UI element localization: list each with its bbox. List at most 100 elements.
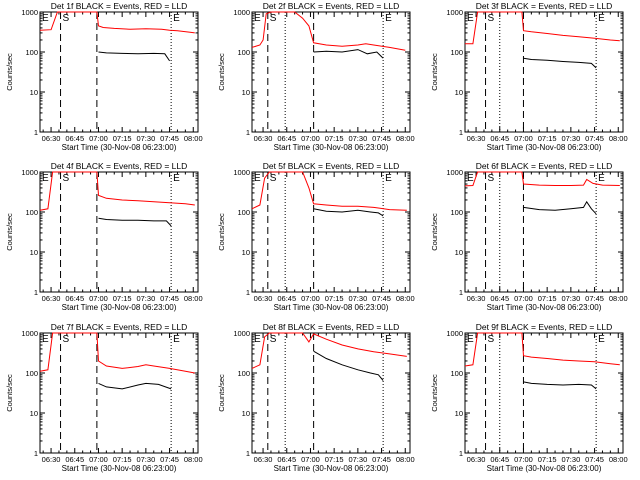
x-tick-label: 07:00 — [514, 294, 533, 303]
y-tick-label: 100 — [25, 369, 38, 378]
time-marker-label: E — [598, 13, 605, 24]
x-tick-label: 06:45 — [65, 455, 84, 464]
x-axis-label: Start Time (30-Nov-08 06:23:00) — [487, 464, 602, 473]
y-tick-label: 1 — [246, 449, 250, 458]
time-marker-label: E — [385, 334, 392, 345]
y-tick-label: 1 — [459, 449, 463, 458]
plot-frame — [39, 332, 199, 454]
x-tick-label: 07:45 — [372, 134, 391, 143]
x-tick-label: 06:45 — [277, 294, 296, 303]
x-tick-label: 08:00 — [396, 455, 415, 464]
x-tick-label: 08:00 — [609, 294, 628, 303]
time-marker-label: S — [63, 173, 70, 184]
events-series-line — [98, 382, 172, 390]
y-tick-label: 100 — [237, 208, 250, 217]
time-marker-label: S — [63, 13, 70, 24]
chart-title: Det 6f BLACK = Events, RED = LLD — [476, 161, 613, 171]
plot-frame — [39, 171, 199, 293]
y-axis-label: Counts/sec — [217, 213, 226, 251]
x-tick-label: 06:30 — [42, 455, 61, 464]
time-marker-label: E — [254, 13, 261, 24]
y-tick-label: 1 — [246, 288, 250, 297]
y-tick-label: 10 — [455, 88, 463, 97]
x-tick-label: 06:30 — [42, 294, 61, 303]
y-tick-label: 1 — [34, 449, 38, 458]
chart-title: Det 4f BLACK = Events, RED = LLD — [51, 161, 188, 171]
x-tick-label: 07:45 — [585, 134, 604, 143]
plot-frame — [251, 332, 411, 454]
chart-panel-2: Det 2f BLACK = Events, RED = LLD 1 10 100 10… — [217, 1, 415, 152]
events-series-line — [313, 49, 384, 59]
time-marker-label: E — [467, 13, 474, 24]
y-axis-label: Counts/sec — [217, 53, 226, 91]
y-tick-label: 10 — [30, 88, 38, 97]
x-tick-label: 07:30 — [561, 134, 580, 143]
x-tick-label: 06:30 — [467, 294, 486, 303]
x-tick-label: 07:00 — [301, 134, 320, 143]
x-tick-label: 07:30 — [348, 294, 367, 303]
x-tick-label: 08:00 — [184, 455, 203, 464]
x-tick-label: 07:45 — [160, 134, 179, 143]
x-tick-label: 07:45 — [372, 455, 391, 464]
x-axis-label: Start Time (30-Nov-08 06:23:00) — [62, 143, 177, 152]
events-series-line — [523, 200, 597, 215]
x-tick-label: 07:15 — [113, 134, 132, 143]
chart-panel-4: Det 4f BLACK = Events, RED = LLD 1 10 100 10… — [5, 161, 203, 312]
x-tick-label: 07:30 — [136, 455, 155, 464]
y-tick-label: 100 — [237, 48, 250, 57]
x-tick-label: 07:30 — [561, 294, 580, 303]
x-tick-label: 07:15 — [113, 455, 132, 464]
x-tick-label: 08:00 — [184, 134, 203, 143]
x-tick-label: 06:30 — [254, 455, 273, 464]
y-tick-label: 1000 — [233, 329, 250, 338]
x-tick-label: 07:00 — [89, 134, 108, 143]
chart-title: Det 1f BLACK = Events, RED = LLD — [51, 1, 188, 11]
y-tick-label: 1000 — [21, 168, 38, 177]
time-marker-label: E — [42, 173, 49, 184]
lld-series-line — [251, 11, 406, 51]
y-tick-label: 10 — [30, 248, 38, 257]
time-marker-label: E — [173, 334, 180, 345]
lld-series-line — [251, 332, 407, 369]
x-tick-label: 07:45 — [160, 455, 179, 464]
x-tick-label: 07:45 — [372, 294, 391, 303]
time-marker-label: E — [42, 13, 49, 24]
y-tick-label: 10 — [242, 409, 250, 418]
x-tick-label: 06:30 — [467, 134, 486, 143]
events-series-line — [313, 208, 384, 217]
y-tick-label: 1 — [34, 128, 38, 137]
x-tick-label: 06:45 — [65, 134, 84, 143]
x-tick-label: 07:15 — [538, 294, 557, 303]
y-tick-label: 1000 — [446, 8, 463, 17]
time-marker-label: E — [254, 334, 261, 345]
events-series-line — [98, 51, 171, 62]
x-tick-label: 07:30 — [136, 294, 155, 303]
x-tick-label: 07:00 — [514, 455, 533, 464]
plot-frame — [251, 171, 411, 293]
chart-panel-7: Det 7f BLACK = Events, RED = LLD 1 10 100 10… — [5, 322, 203, 473]
plot-frame — [464, 171, 624, 293]
time-marker-label: E — [254, 173, 261, 184]
y-tick-label: 100 — [450, 208, 463, 217]
chart-title: Det 8f BLACK = Events, RED = LLD — [263, 322, 400, 332]
events-series-line — [523, 381, 597, 390]
x-tick-label: 07:15 — [325, 134, 344, 143]
x-tick-label: 08:00 — [184, 294, 203, 303]
x-tick-label: 07:30 — [561, 455, 580, 464]
plot-frame — [464, 332, 624, 454]
lld-series-line — [465, 11, 620, 45]
y-tick-label: 100 — [450, 48, 463, 57]
chart-panel-5: Det 5f BLACK = Events, RED = LLD 1 10 100 10… — [217, 161, 415, 312]
y-tick-label: 10 — [30, 409, 38, 418]
y-tick-label: 1 — [459, 128, 463, 137]
x-axis-label: Start Time (30-Nov-08 06:23:00) — [274, 464, 389, 473]
time-marker-label: S — [488, 13, 495, 24]
time-marker-label: E — [173, 173, 180, 184]
x-axis-label: Start Time (30-Nov-08 06:23:00) — [62, 464, 177, 473]
lld-series-line — [464, 171, 620, 187]
x-tick-label: 07:15 — [325, 455, 344, 464]
time-marker-label: E — [173, 13, 180, 24]
plot-frame — [464, 11, 624, 133]
x-tick-label: 06:30 — [254, 294, 273, 303]
